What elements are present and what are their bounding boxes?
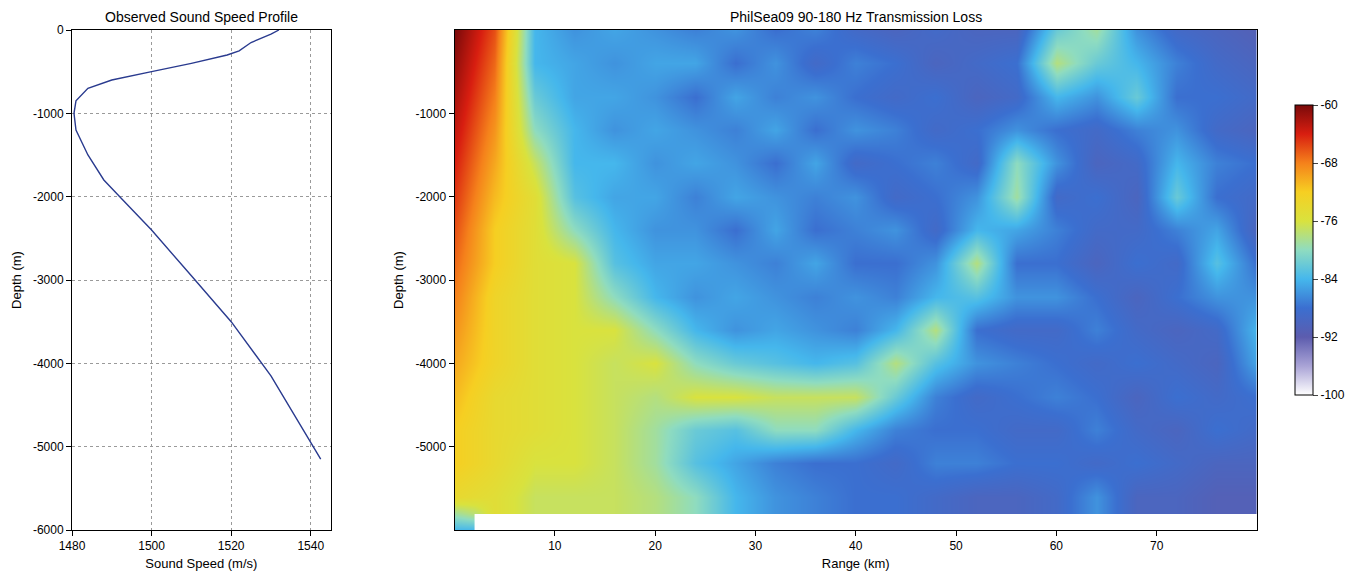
svg-text:1480: 1480 <box>59 539 86 553</box>
svg-text:-60: -60 <box>1320 98 1338 112</box>
svg-text:20: 20 <box>648 539 662 553</box>
svg-text:-4000: -4000 <box>33 357 64 371</box>
svg-text:-2000: -2000 <box>33 190 64 204</box>
svg-text:Depth (m): Depth (m) <box>9 251 24 309</box>
svg-text:-2000: -2000 <box>415 190 446 204</box>
svg-text:1540: 1540 <box>297 539 324 553</box>
svg-text:50: 50 <box>949 539 963 553</box>
svg-text:10: 10 <box>548 539 562 553</box>
svg-text:-5000: -5000 <box>33 440 64 454</box>
svg-text:-6000: -6000 <box>33 523 64 537</box>
svg-text:-68: -68 <box>1320 156 1338 170</box>
svg-text:-1000: -1000 <box>33 107 64 121</box>
svg-text:-3000: -3000 <box>415 273 446 287</box>
svg-text:-4000: -4000 <box>415 357 446 371</box>
svg-text:1500: 1500 <box>138 539 165 553</box>
svg-text:-1000: -1000 <box>415 107 446 121</box>
svg-text:-3000: -3000 <box>33 273 64 287</box>
svg-text:0: 0 <box>57 23 64 37</box>
svg-text:Depth (m): Depth (m) <box>391 251 406 309</box>
svg-text:-84: -84 <box>1320 272 1338 286</box>
svg-text:Sound Speed (m/s): Sound Speed (m/s) <box>145 556 257 571</box>
svg-text:PhilSea09 90-180 Hz Transmissi: PhilSea09 90-180 Hz Transmission Loss <box>730 9 982 25</box>
svg-text:-5000: -5000 <box>415 440 446 454</box>
svg-text:70: 70 <box>1150 539 1164 553</box>
svg-text:-92: -92 <box>1320 330 1338 344</box>
svg-text:Observed Sound Speed Profile: Observed Sound Speed Profile <box>105 9 298 25</box>
svg-text:-100: -100 <box>1320 388 1344 402</box>
svg-text:-76: -76 <box>1320 214 1338 228</box>
svg-text:30: 30 <box>749 539 763 553</box>
svg-text:Range (km): Range (km) <box>822 556 890 571</box>
svg-text:60: 60 <box>1050 539 1064 553</box>
svg-text:40: 40 <box>849 539 863 553</box>
svg-text:1520: 1520 <box>218 539 245 553</box>
